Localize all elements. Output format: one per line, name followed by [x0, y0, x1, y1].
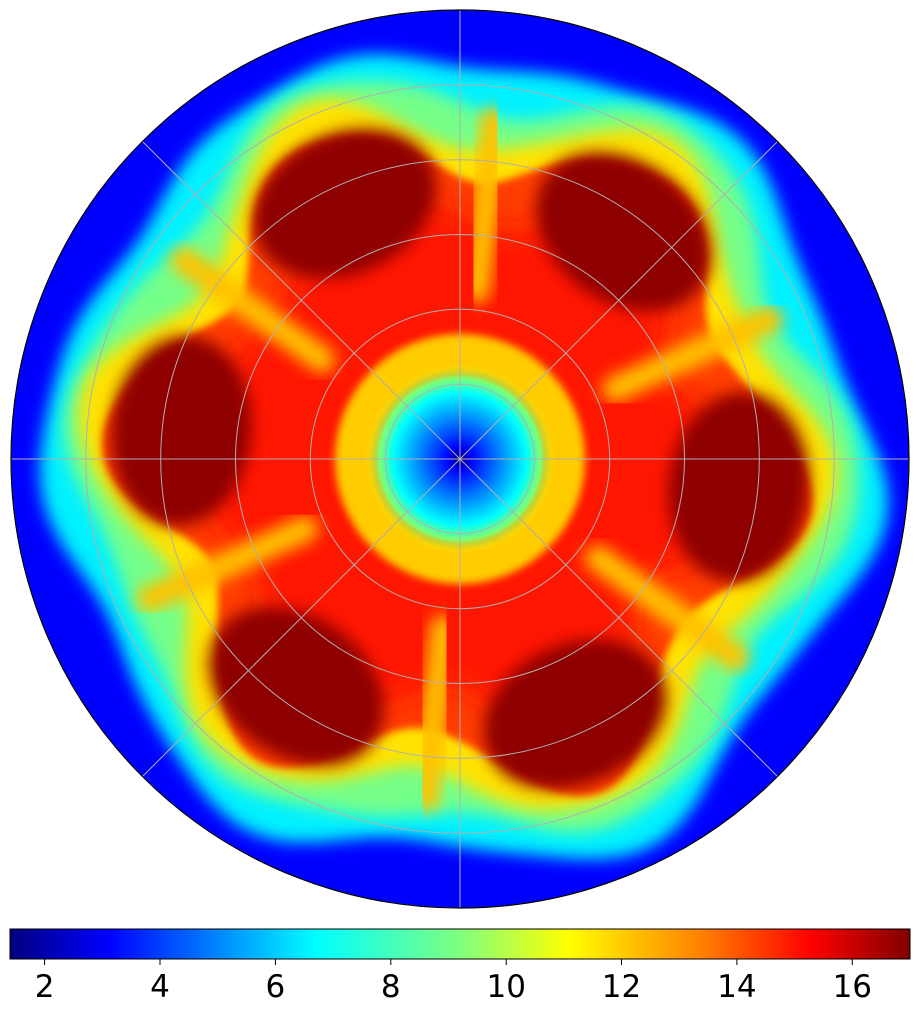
- colorbar-tick-label: 14: [717, 969, 756, 1005]
- colorbar-ticks: 2 4 6 8 10 12 14 16: [35, 959, 872, 1005]
- grid-spoke: [459, 458, 778, 777]
- interlobe-filament: [137, 515, 318, 612]
- colorbar-tick-label: 16: [833, 969, 872, 1005]
- interlobe-filament: [171, 247, 335, 373]
- colorbar-tick-label: 4: [150, 969, 170, 1005]
- grid-spoke: [459, 141, 778, 460]
- colorbar-tick-label: 8: [381, 969, 401, 1005]
- interlobe-filament: [413, 615, 456, 811]
- colorbar-tick-label: 6: [266, 969, 286, 1005]
- colorbar-bar: [9, 928, 911, 960]
- lobe-peak: [253, 128, 437, 279]
- lobe-peak: [483, 639, 667, 790]
- colorbar: 2 4 6 8 10 12 14 16: [9, 928, 911, 1005]
- grid-spoke: [142, 141, 461, 460]
- lobe-peak: [668, 392, 809, 582]
- grid-spoke: [142, 458, 461, 777]
- colorbar-tick-label: 2: [35, 969, 55, 1005]
- interlobe-filament: [602, 306, 783, 403]
- lobe-peak: [209, 606, 384, 766]
- lobe-peak: [536, 152, 711, 312]
- interlobe-filament: [585, 545, 749, 671]
- colorbar-tick-label: 12: [602, 969, 641, 1005]
- polar-frame: [10, 9, 910, 909]
- interlobe-filament: [464, 107, 507, 303]
- colorbar-tick-label: 10: [486, 969, 525, 1005]
- lobe-peak: [111, 336, 252, 526]
- polar-grid: [10, 9, 910, 909]
